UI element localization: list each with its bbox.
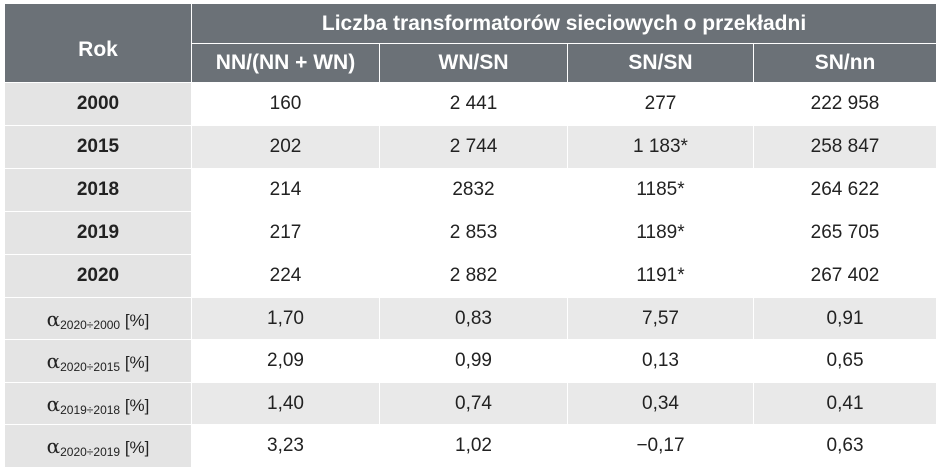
header-col-sn-nn: SN/nn	[752, 43, 938, 83]
transformer-count-table: Rok Liczba transformatorów sieciowych o …	[4, 3, 938, 468]
year-cell: 2000	[4, 82, 192, 126]
value-cell: 2 882	[379, 254, 568, 298]
header-col-wn-sn: WN/SN	[379, 43, 568, 83]
value-cell: 277	[567, 82, 754, 126]
coefficient-unit: [%]	[124, 438, 150, 457]
value-cell: 0,65	[752, 339, 938, 383]
coefficient-label: α2020÷2000 [%]	[4, 297, 192, 340]
table-row-year: 2000 160 2 441 277 222 958	[4, 82, 938, 126]
value-cell: 160	[191, 82, 380, 126]
table-row-coefficient: α2020÷2000 [%] 1,70 0,83 7,57 0,91	[4, 297, 938, 340]
transformer-count-table-container: Rok Liczba transformatorów sieciowych o …	[4, 3, 938, 468]
value-cell: 222 958	[752, 82, 938, 126]
coefficient-subscript: 2020÷2015	[60, 360, 121, 374]
table-row-year: 2019 217 2 853 1189* 265 705	[4, 211, 938, 255]
value-cell: 0,41	[752, 382, 938, 425]
value-cell: 202	[191, 125, 380, 169]
value-cell: 0,91	[752, 297, 938, 340]
value-cell: 1191*	[567, 254, 754, 298]
value-cell: 224	[191, 254, 380, 298]
header-row-group: Rok Liczba transformatorów sieciowych o …	[4, 3, 938, 83]
table-body: 2000 160 2 441 277 222 958 2015 202 2 74…	[4, 82, 938, 468]
header-rok: Rok	[4, 3, 192, 83]
value-cell: 258 847	[752, 125, 938, 169]
header-col-nn-wn: NN/(NN + WN)	[191, 43, 380, 83]
value-cell: 264 622	[752, 168, 938, 212]
value-cell: −0,17	[567, 424, 754, 468]
coefficient-unit: [%]	[124, 353, 150, 372]
value-cell: 2 744	[379, 125, 568, 169]
header-group-title: Liczba transformatorów sieciowych o prze…	[190, 3, 938, 44]
alpha-symbol: α	[46, 391, 61, 416]
alpha-symbol: α	[46, 349, 61, 373]
coefficient-label: α2020÷2015 [%]	[4, 339, 192, 383]
value-cell: 214	[191, 168, 380, 212]
year-cell: 2018	[4, 168, 192, 212]
value-cell: 0,13	[567, 339, 754, 383]
table-header: Rok Liczba transformatorów sieciowych o …	[4, 3, 938, 83]
value-cell: 0,34	[567, 382, 754, 425]
table-row-year: 2015 202 2 744 1 183* 258 847	[4, 125, 938, 169]
coefficient-subscript: 2020÷2019	[60, 445, 121, 459]
table-row-coefficient: α2020÷2019 [%] 3,23 1,02 −0,17 0,63	[4, 424, 938, 468]
year-cell: 2015	[4, 125, 192, 169]
value-cell: 1,70	[191, 297, 380, 340]
table-row-coefficient: α2019÷2018 [%] 1,40 0,74 0,34 0,41	[4, 382, 938, 425]
coefficient-label: α2019÷2018 [%]	[4, 382, 192, 425]
value-cell: 1185*	[567, 168, 754, 212]
header-row-columns: NN/(NN + WN) WN/SN SN/SN SN/nn	[5, 43, 938, 83]
coefficient-subscript: 2020÷2000	[60, 317, 121, 332]
value-cell: 265 705	[752, 211, 938, 255]
value-cell: 2 441	[379, 82, 568, 126]
table-row-year: 2020 224 2 882 1191* 267 402	[4, 254, 938, 298]
year-cell: 2019	[4, 211, 192, 255]
value-cell: 2832	[379, 168, 568, 212]
value-cell: 217	[191, 211, 380, 255]
value-cell: 0,63	[752, 424, 938, 468]
value-cell: 1 183*	[567, 125, 754, 169]
table-row-coefficient: α2020÷2015 [%] 2,09 0,99 0,13 0,65	[4, 339, 938, 383]
coefficient-unit: [%]	[124, 395, 150, 415]
value-cell: 1,02	[379, 424, 568, 468]
value-cell: 3,23	[191, 424, 380, 468]
header-col-sn-sn: SN/SN	[567, 43, 754, 83]
value-cell: 1189*	[567, 211, 754, 255]
value-cell: 7,57	[567, 297, 754, 340]
value-cell: 0,74	[379, 382, 568, 425]
year-cell: 2020	[4, 254, 192, 298]
alpha-symbol: α	[46, 306, 61, 331]
coefficient-unit: [%]	[124, 310, 150, 330]
value-cell: 267 402	[752, 254, 938, 298]
table-row-year: 2018 214 2832 1185* 264 622	[4, 168, 938, 212]
value-cell: 0,83	[379, 297, 568, 340]
value-cell: 0,99	[379, 339, 568, 383]
coefficient-label: α2020÷2019 [%]	[4, 424, 192, 468]
value-cell: 2,09	[191, 339, 380, 383]
coefficient-subscript: 2019÷2018	[60, 402, 121, 417]
value-cell: 1,40	[191, 382, 380, 425]
value-cell: 2 853	[379, 211, 568, 255]
alpha-symbol: α	[46, 434, 61, 458]
